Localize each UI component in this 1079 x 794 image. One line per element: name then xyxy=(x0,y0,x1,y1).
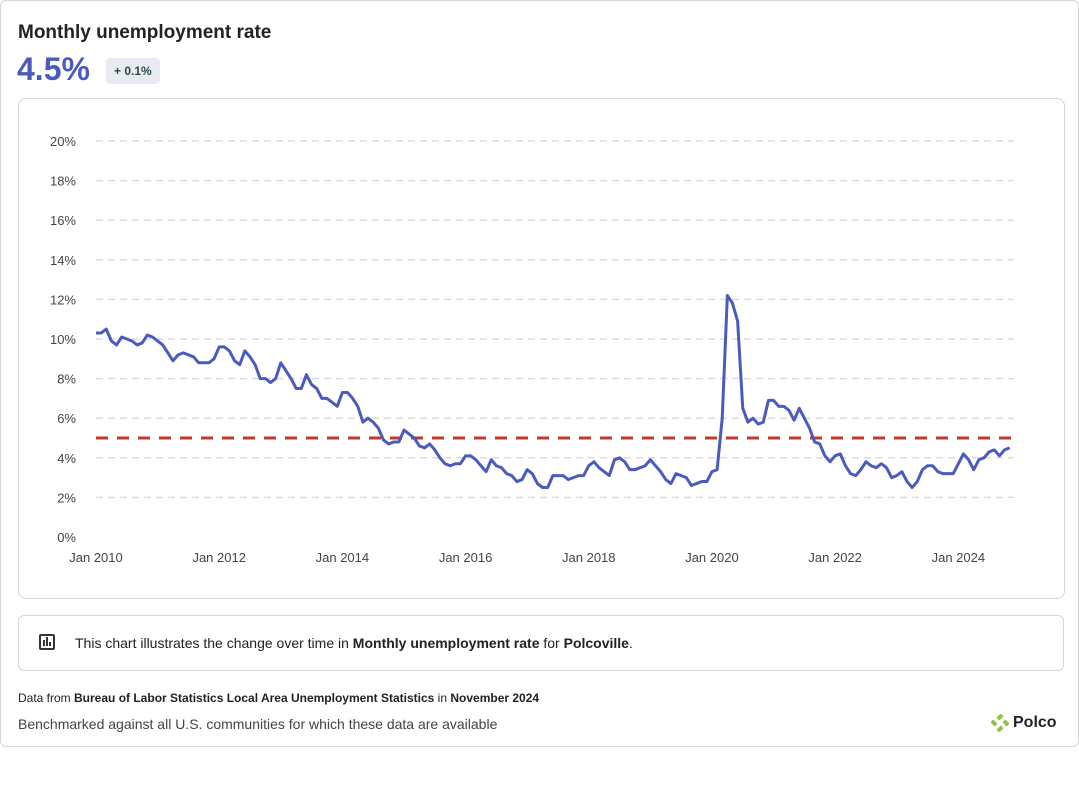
note-text: for xyxy=(539,635,564,651)
x-tick-label: Jan 2020 xyxy=(685,550,739,565)
x-tick-label: Jan 2014 xyxy=(316,550,370,565)
y-tick-label: 10% xyxy=(50,332,76,347)
series-line xyxy=(96,293,1011,489)
x-tick-label: Jan 2010 xyxy=(69,550,123,565)
y-tick-label: 20% xyxy=(50,134,76,149)
y-tick-label: 4% xyxy=(57,451,76,466)
benchmark-text: Benchmarked against all U.S. communities… xyxy=(18,716,498,732)
x-tick-label: Jan 2012 xyxy=(192,550,246,565)
y-tick-label: 8% xyxy=(57,372,76,387)
line-chart: 0% 2% 4% 6% 8% 10% 12% 14% 16% 18% 20% Jan 2010 Jan … xyxy=(50,134,1014,565)
chart-description: This chart illustrates the change over t… xyxy=(18,615,1064,671)
chart-title: Monthly unemployment rate xyxy=(18,22,272,43)
data-source: Data from Bureau of Labor Statistics Loc… xyxy=(18,691,540,705)
change-badge: + 0.1% xyxy=(106,58,160,84)
note-metric: Monthly unemployment rate xyxy=(352,635,540,651)
polco-logo: Polco xyxy=(991,714,1057,732)
y-tick-label: 14% xyxy=(50,253,76,268)
polco-logo-icon xyxy=(991,714,1009,732)
card: Monthly unemployment rate 4.5% + 0.1% 0%… xyxy=(0,0,1079,747)
y-tick-label: 2% xyxy=(57,490,76,505)
y-tick-label: 12% xyxy=(50,292,76,307)
note-place: Polcoville xyxy=(563,635,629,651)
note-text: . xyxy=(628,635,633,651)
chart-container: 0% 2% 4% 6% 8% 10% 12% 14% 16% 18% 20% Jan 2010 Jan … xyxy=(18,98,1065,599)
y-tick-label: 0% xyxy=(57,530,76,545)
x-tick-label: Jan 2016 xyxy=(439,550,493,565)
x-tick-label: Jan 2018 xyxy=(562,550,616,565)
y-tick-label: 18% xyxy=(50,174,76,189)
y-tick-label: 16% xyxy=(50,213,76,228)
chart-icon xyxy=(39,634,55,650)
x-tick-label: Jan 2022 xyxy=(808,550,862,565)
current-value: 4.5% xyxy=(17,51,90,87)
source-date: November 2024 xyxy=(450,691,540,705)
source-name: Bureau of Labor Statistics Local Area Un… xyxy=(74,691,435,705)
note-text: This chart illustrates the change over t… xyxy=(75,635,353,651)
x-tick-label: Jan 2024 xyxy=(932,550,986,565)
logo-text: Polco xyxy=(1013,714,1057,731)
y-tick-label: 6% xyxy=(57,411,76,426)
